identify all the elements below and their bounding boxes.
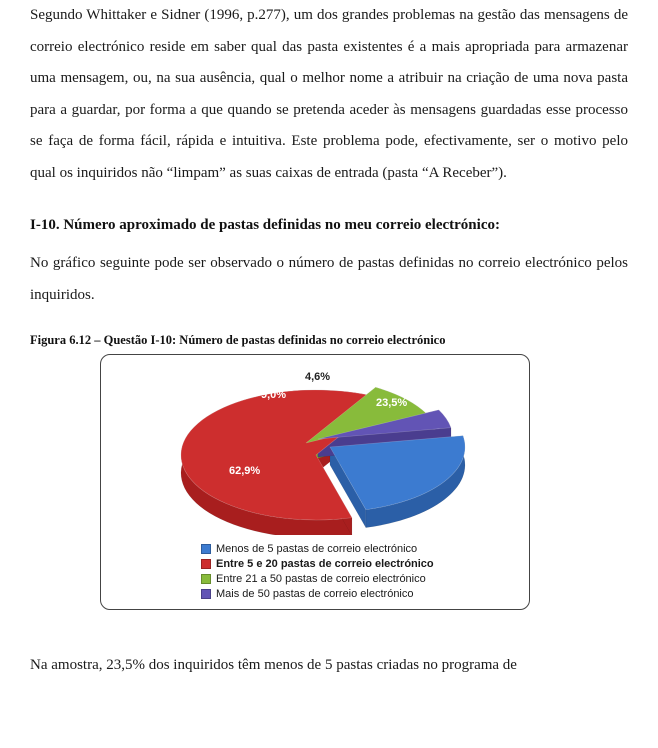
body-paragraph-3: Na amostra, 23,5% dos inquiridos têm men…	[30, 650, 628, 682]
slice-label-1: 62,9%	[229, 465, 260, 477]
legend-swatch-3	[201, 589, 211, 599]
legend-row-2: Entre 21 a 50 pastas de correio electrón…	[201, 573, 519, 585]
legend-row-0: Menos de 5 pastas de correio electrónico	[201, 543, 519, 555]
legend-swatch-1	[201, 559, 211, 569]
legend-text-0: Menos de 5 pastas de correio electrónico	[216, 543, 417, 555]
pie-area: 23,5% 62,9% 9,0% 4,6%	[111, 365, 519, 535]
legend-swatch-2	[201, 574, 211, 584]
body-paragraph-2: No gráfico seguinte pode ser observado o…	[30, 248, 628, 311]
legend-text-2: Entre 21 a 50 pastas de correio electrón…	[216, 573, 426, 585]
legend-text-1: Entre 5 e 20 pastas de correio electróni…	[216, 558, 434, 570]
legend-text-3: Mais de 50 pastas de correio electrónico	[216, 588, 414, 600]
pie-chart: 23,5% 62,9% 9,0% 4,6% Menos de 5 pastas …	[100, 354, 530, 610]
body-paragraph-1: Segundo Whittaker e Sidner (1996, p.277)…	[30, 0, 628, 189]
slice-label-2: 9,0%	[261, 389, 286, 401]
figure-caption: Figura 6.12 – Questão I-10: Número de pa…	[30, 333, 628, 348]
pie-svg	[111, 365, 521, 535]
legend-row-3: Mais de 50 pastas de correio electrónico	[201, 588, 519, 600]
legend-row-1: Entre 5 e 20 pastas de correio electróni…	[201, 558, 519, 570]
legend-swatch-0	[201, 544, 211, 554]
question-heading: I-10. Número aproximado de pastas defini…	[30, 217, 628, 234]
legend: Menos de 5 pastas de correio electrónico…	[111, 543, 519, 600]
slice-label-0: 23,5%	[376, 397, 407, 409]
slice-label-3: 4,6%	[305, 371, 330, 383]
